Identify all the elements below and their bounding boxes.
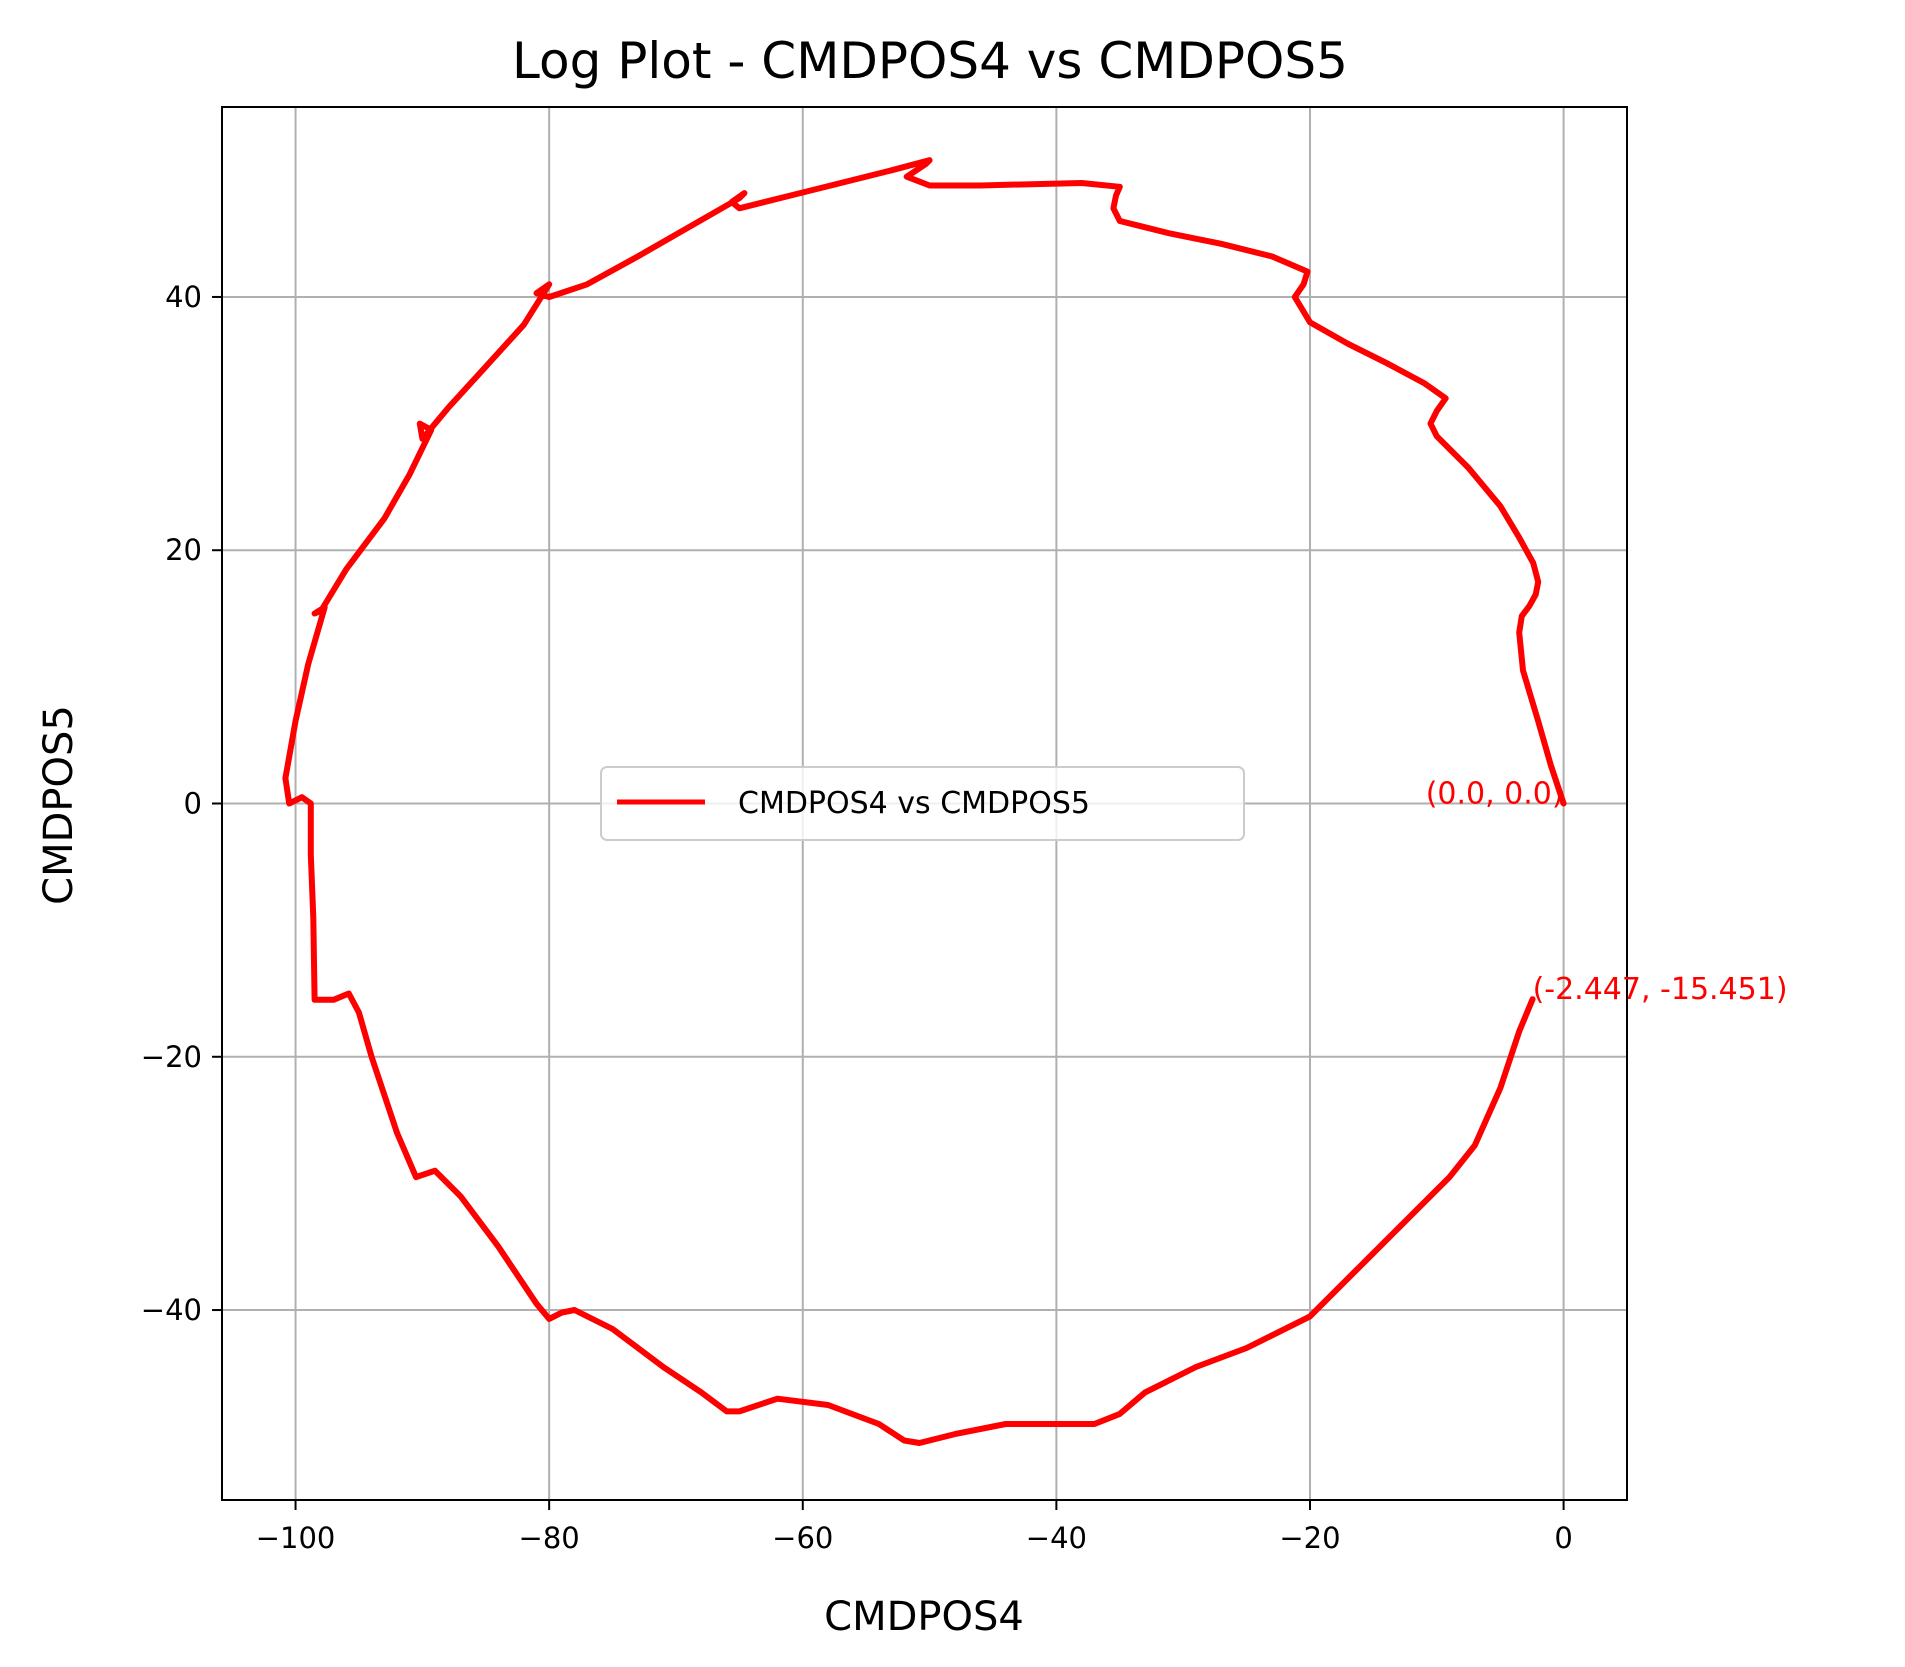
legend: CMDPOS4 vs CMDPOS5 [600, 766, 1245, 841]
y-tick-label: −20 [141, 1040, 202, 1074]
legend-box [600, 766, 1245, 841]
series-layer [282, 157, 1567, 1446]
annotations: (0.0, 0.0) (-2.447, -15.451) [1426, 777, 1788, 1008]
x-tick-label: −40 [1026, 1521, 1087, 1555]
y-tick-label: 20 [165, 533, 202, 567]
point-annotation: (-2.447, -15.451) [1533, 972, 1788, 1007]
ticks: −100 −80 −60 −40 −20 0 −40 −20 0 20 40 [141, 280, 1573, 1555]
x-tick-label: −80 [519, 1521, 580, 1555]
y-tick-label: 0 [184, 787, 202, 821]
series-line [282, 157, 1567, 1446]
x-tick-label: −100 [256, 1521, 336, 1555]
y-tick-label: 40 [165, 280, 202, 314]
y-axis-label: CMDPOS5 [36, 705, 82, 905]
x-axis-label: CMDPOS4 [824, 1594, 1024, 1640]
x-tick-label: −60 [772, 1521, 833, 1555]
x-tick-label: −20 [1279, 1521, 1340, 1555]
legend-entry-label: CMDPOS4 vs CMDPOS5 [738, 786, 1090, 821]
chart-title: Log Plot - CMDPOS4 vs CMDPOS5 [512, 32, 1348, 90]
point-annotation: (0.0, 0.0) [1426, 777, 1564, 812]
x-tick-label: 0 [1554, 1521, 1572, 1555]
y-tick-label: −40 [141, 1293, 202, 1327]
